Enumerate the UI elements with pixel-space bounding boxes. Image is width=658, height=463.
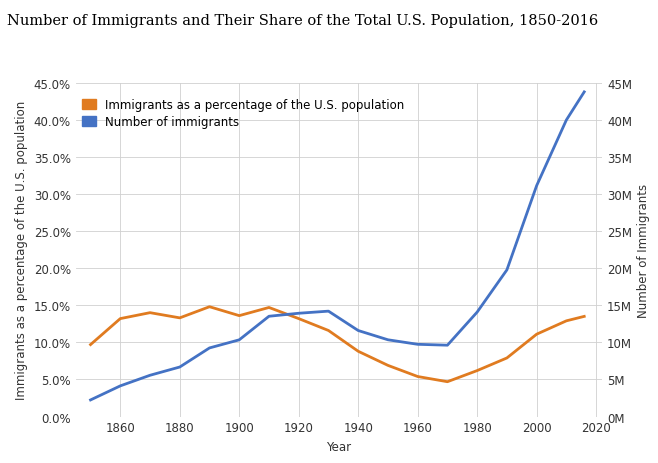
Legend: Immigrants as a percentage of the U.S. population, Number of immigrants: Immigrants as a percentage of the U.S. p… bbox=[82, 99, 405, 129]
Y-axis label: Immigrants as a percentage of the U.S. population: Immigrants as a percentage of the U.S. p… bbox=[15, 101, 28, 399]
X-axis label: Year: Year bbox=[326, 440, 351, 453]
Y-axis label: Number of Immigrants: Number of Immigrants bbox=[638, 183, 651, 317]
Text: Number of Immigrants and Their Share of the Total U.S. Population, 1850-2016: Number of Immigrants and Their Share of … bbox=[7, 14, 598, 28]
